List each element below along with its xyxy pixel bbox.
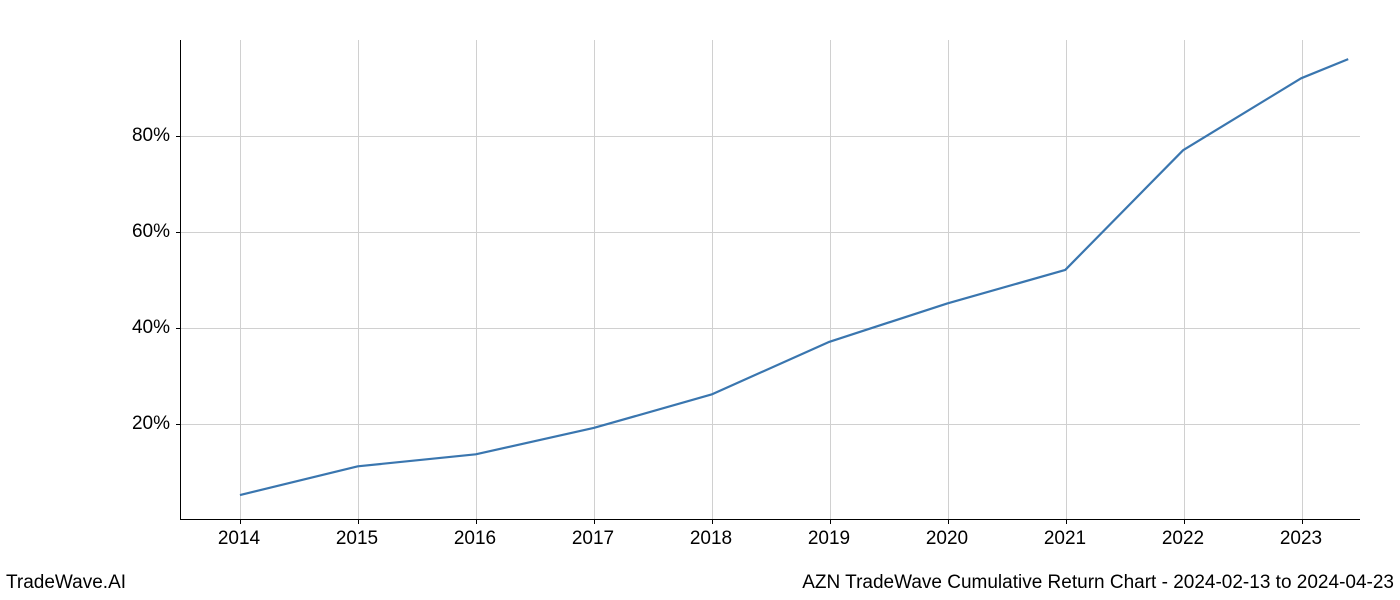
x-tick-label: 2019 — [808, 528, 850, 550]
x-tick-mark — [1184, 519, 1185, 524]
plot-area — [180, 40, 1360, 520]
y-tick-label: 60% — [132, 221, 170, 243]
x-tick-mark — [948, 519, 949, 524]
footer-brand: TradeWave.AI — [6, 572, 126, 594]
x-tick-label: 2016 — [454, 528, 496, 550]
x-tick-label: 2015 — [336, 528, 378, 550]
x-tick-label: 2017 — [572, 528, 614, 550]
chart-container — [180, 40, 1360, 520]
y-tick-label: 20% — [132, 413, 170, 435]
y-tick-label: 40% — [132, 317, 170, 339]
x-tick-mark — [712, 519, 713, 524]
y-tick-label: 80% — [132, 125, 170, 147]
x-tick-mark — [358, 519, 359, 524]
series-line — [240, 59, 1348, 495]
x-tick-mark — [1066, 519, 1067, 524]
x-tick-mark — [240, 519, 241, 524]
x-tick-mark — [594, 519, 595, 524]
x-tick-mark — [476, 519, 477, 524]
x-tick-label: 2018 — [690, 528, 732, 550]
x-tick-label: 2020 — [926, 528, 968, 550]
x-tick-mark — [830, 519, 831, 524]
x-tick-label: 2022 — [1162, 528, 1204, 550]
footer-caption: AZN TradeWave Cumulative Return Chart - … — [802, 572, 1394, 594]
x-tick-mark — [1302, 519, 1303, 524]
x-tick-label: 2021 — [1044, 528, 1086, 550]
line-series — [181, 40, 1360, 519]
x-tick-label: 2023 — [1280, 528, 1322, 550]
x-tick-label: 2014 — [218, 528, 260, 550]
